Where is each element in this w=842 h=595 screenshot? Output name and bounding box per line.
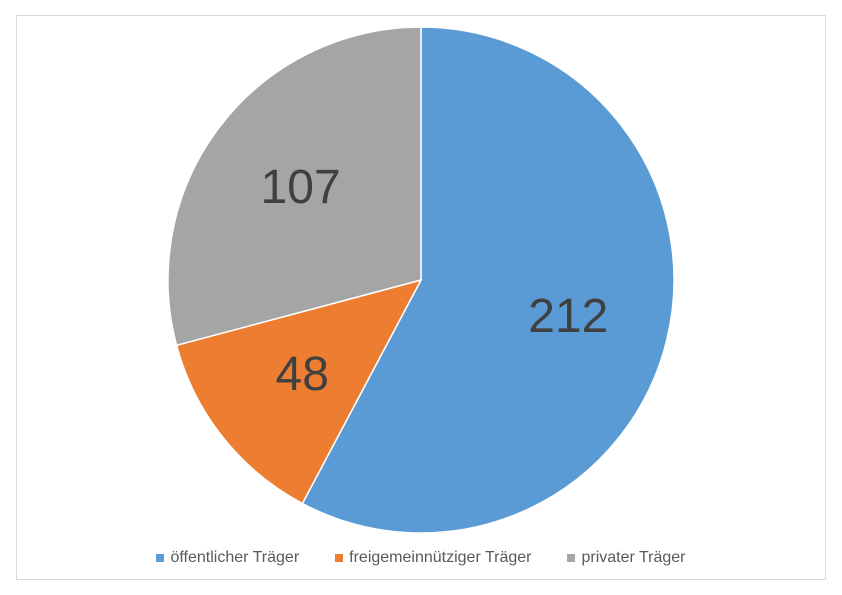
legend-swatch bbox=[567, 554, 576, 562]
legend-item-freigemeinnuetziger-traeger: freigemeinnütziger Träger bbox=[335, 549, 531, 567]
pie-slice-privater-traeger bbox=[167, 26, 422, 347]
data-label-privater-traeger: 107 bbox=[261, 161, 341, 214]
pie-slice-oeffentlicher-traeger bbox=[301, 26, 675, 534]
data-label-oeffentlicher-traeger: 212 bbox=[528, 290, 608, 343]
pie-data-labels: 212 48 107 bbox=[261, 161, 609, 401]
pie-slice-freigemeinnuetziger-traeger bbox=[175, 278, 423, 505]
legend-swatch bbox=[156, 554, 165, 562]
legend-label: freigemeinnütziger Träger bbox=[349, 549, 532, 566]
legend-swatch bbox=[335, 554, 344, 562]
legend-label: privater Träger bbox=[581, 549, 686, 566]
legend-item-privater-traeger: privater Träger bbox=[567, 549, 686, 567]
pie-slices bbox=[167, 26, 675, 534]
legend-label: öffentlicher Träger bbox=[170, 549, 300, 566]
data-label-freigemeinnuetziger-traeger: 48 bbox=[276, 348, 329, 401]
legend-item-oeffentlicher-traeger: öffentlicher Träger bbox=[156, 549, 299, 567]
chart-legend: öffentlicher Träger freigemeinnütziger T… bbox=[0, 546, 842, 570]
